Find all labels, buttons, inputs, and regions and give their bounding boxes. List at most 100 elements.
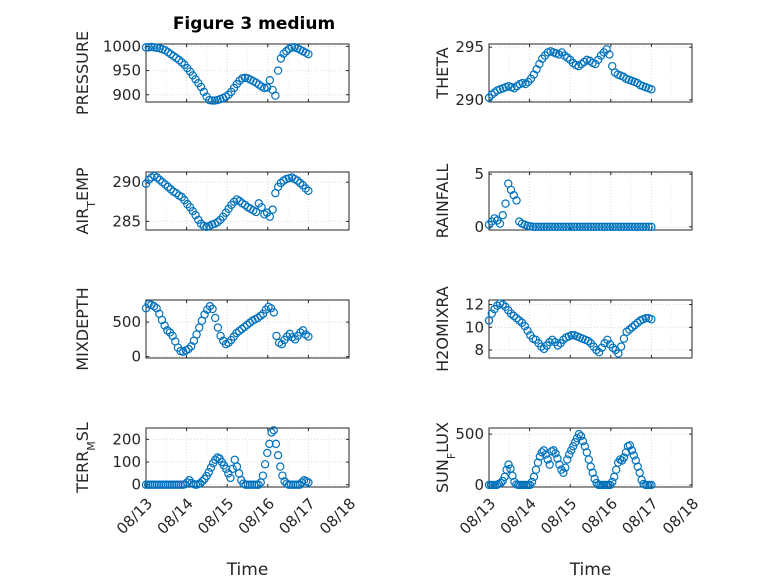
data-point	[260, 460, 270, 469]
data-point	[304, 49, 313, 59]
data-point	[160, 321, 169, 330]
data-point	[204, 468, 213, 477]
data-point	[545, 222, 554, 232]
data-point	[263, 448, 272, 458]
data-point	[271, 91, 280, 100]
y-tick-label: 500	[112, 313, 141, 331]
data-point	[287, 43, 297, 52]
data-point	[545, 337, 554, 347]
data-point	[622, 222, 631, 232]
data-point	[152, 173, 162, 182]
data-point	[267, 428, 276, 437]
data-point	[172, 480, 181, 489]
data-point	[213, 323, 223, 332]
data-point	[143, 480, 153, 489]
data-point	[298, 326, 308, 335]
data-point	[235, 196, 244, 206]
data-point	[141, 480, 151, 489]
data-point	[537, 448, 547, 457]
data-point	[152, 480, 162, 489]
data-point	[278, 471, 287, 480]
y-axis-label: TERRMSL	[73, 422, 98, 494]
y-tick-label: 0	[131, 348, 141, 366]
data-point	[265, 76, 275, 85]
data-point	[301, 330, 310, 339]
y-tick-label: 1000	[103, 37, 141, 55]
data-point	[261, 305, 271, 314]
data-point	[493, 301, 502, 310]
data-point	[539, 446, 548, 455]
y-axis-label: PRESSURE	[73, 31, 92, 115]
data-point	[286, 480, 296, 489]
data-point	[226, 473, 235, 483]
data-point	[584, 455, 593, 464]
data-point	[304, 478, 313, 487]
data-point	[276, 462, 285, 471]
y-tick-label: 500	[455, 425, 484, 443]
data-point	[174, 480, 183, 489]
data-point	[191, 210, 200, 220]
data-point	[619, 334, 629, 343]
data-point	[608, 222, 618, 232]
data-point	[277, 339, 286, 349]
data-point	[603, 222, 612, 232]
data-point	[240, 322, 249, 332]
data-point	[583, 336, 593, 346]
x-tick-label: 08/18	[316, 495, 359, 538]
data-point	[627, 222, 637, 232]
data-point	[537, 222, 546, 232]
data-point	[561, 463, 570, 472]
data-point	[484, 316, 494, 325]
data-point	[257, 203, 266, 212]
data-point	[553, 341, 563, 350]
data-point	[629, 451, 638, 460]
data-point	[258, 309, 268, 319]
data-point	[195, 479, 205, 488]
y-axis-label: H2OMIXRA	[433, 286, 452, 372]
data-point	[200, 310, 209, 319]
subplot-air-temp: 285 290 AIRTEMP	[73, 167, 350, 235]
data-point	[163, 182, 173, 192]
data-point	[159, 480, 168, 489]
data-point	[282, 47, 291, 56]
data-point	[594, 348, 604, 357]
data-point	[208, 304, 217, 314]
data-point	[165, 480, 175, 489]
data-point	[288, 333, 297, 342]
data-point	[568, 442, 578, 451]
data-point	[608, 343, 618, 352]
data-point	[245, 480, 255, 489]
y-axis-label: THETA	[433, 47, 452, 99]
data-point	[605, 222, 615, 232]
data-point	[644, 222, 653, 232]
data-point	[548, 335, 557, 345]
axes-box	[145, 299, 350, 359]
data-point	[563, 455, 572, 464]
data-point	[603, 335, 612, 345]
data-point	[630, 320, 640, 330]
data-point	[616, 342, 626, 351]
x-tick-label: 08/17	[275, 495, 318, 538]
data-point	[206, 463, 216, 472]
data-point	[254, 480, 263, 489]
data-point	[251, 207, 261, 217]
x-tick-label: 08/16	[235, 495, 278, 538]
data-point	[520, 321, 529, 331]
data-point	[523, 326, 532, 335]
data-point	[172, 188, 181, 198]
figure-title: Figure 3 medium	[173, 14, 335, 34]
data-point	[592, 345, 601, 355]
data-point	[531, 222, 540, 232]
data-point	[647, 222, 656, 232]
data-point	[224, 469, 233, 478]
data-point	[636, 222, 645, 232]
data-point	[289, 480, 298, 489]
data-point	[199, 87, 209, 97]
data-point	[301, 184, 310, 193]
data-point	[304, 332, 313, 341]
data-point	[276, 178, 286, 188]
data-point	[575, 222, 585, 232]
